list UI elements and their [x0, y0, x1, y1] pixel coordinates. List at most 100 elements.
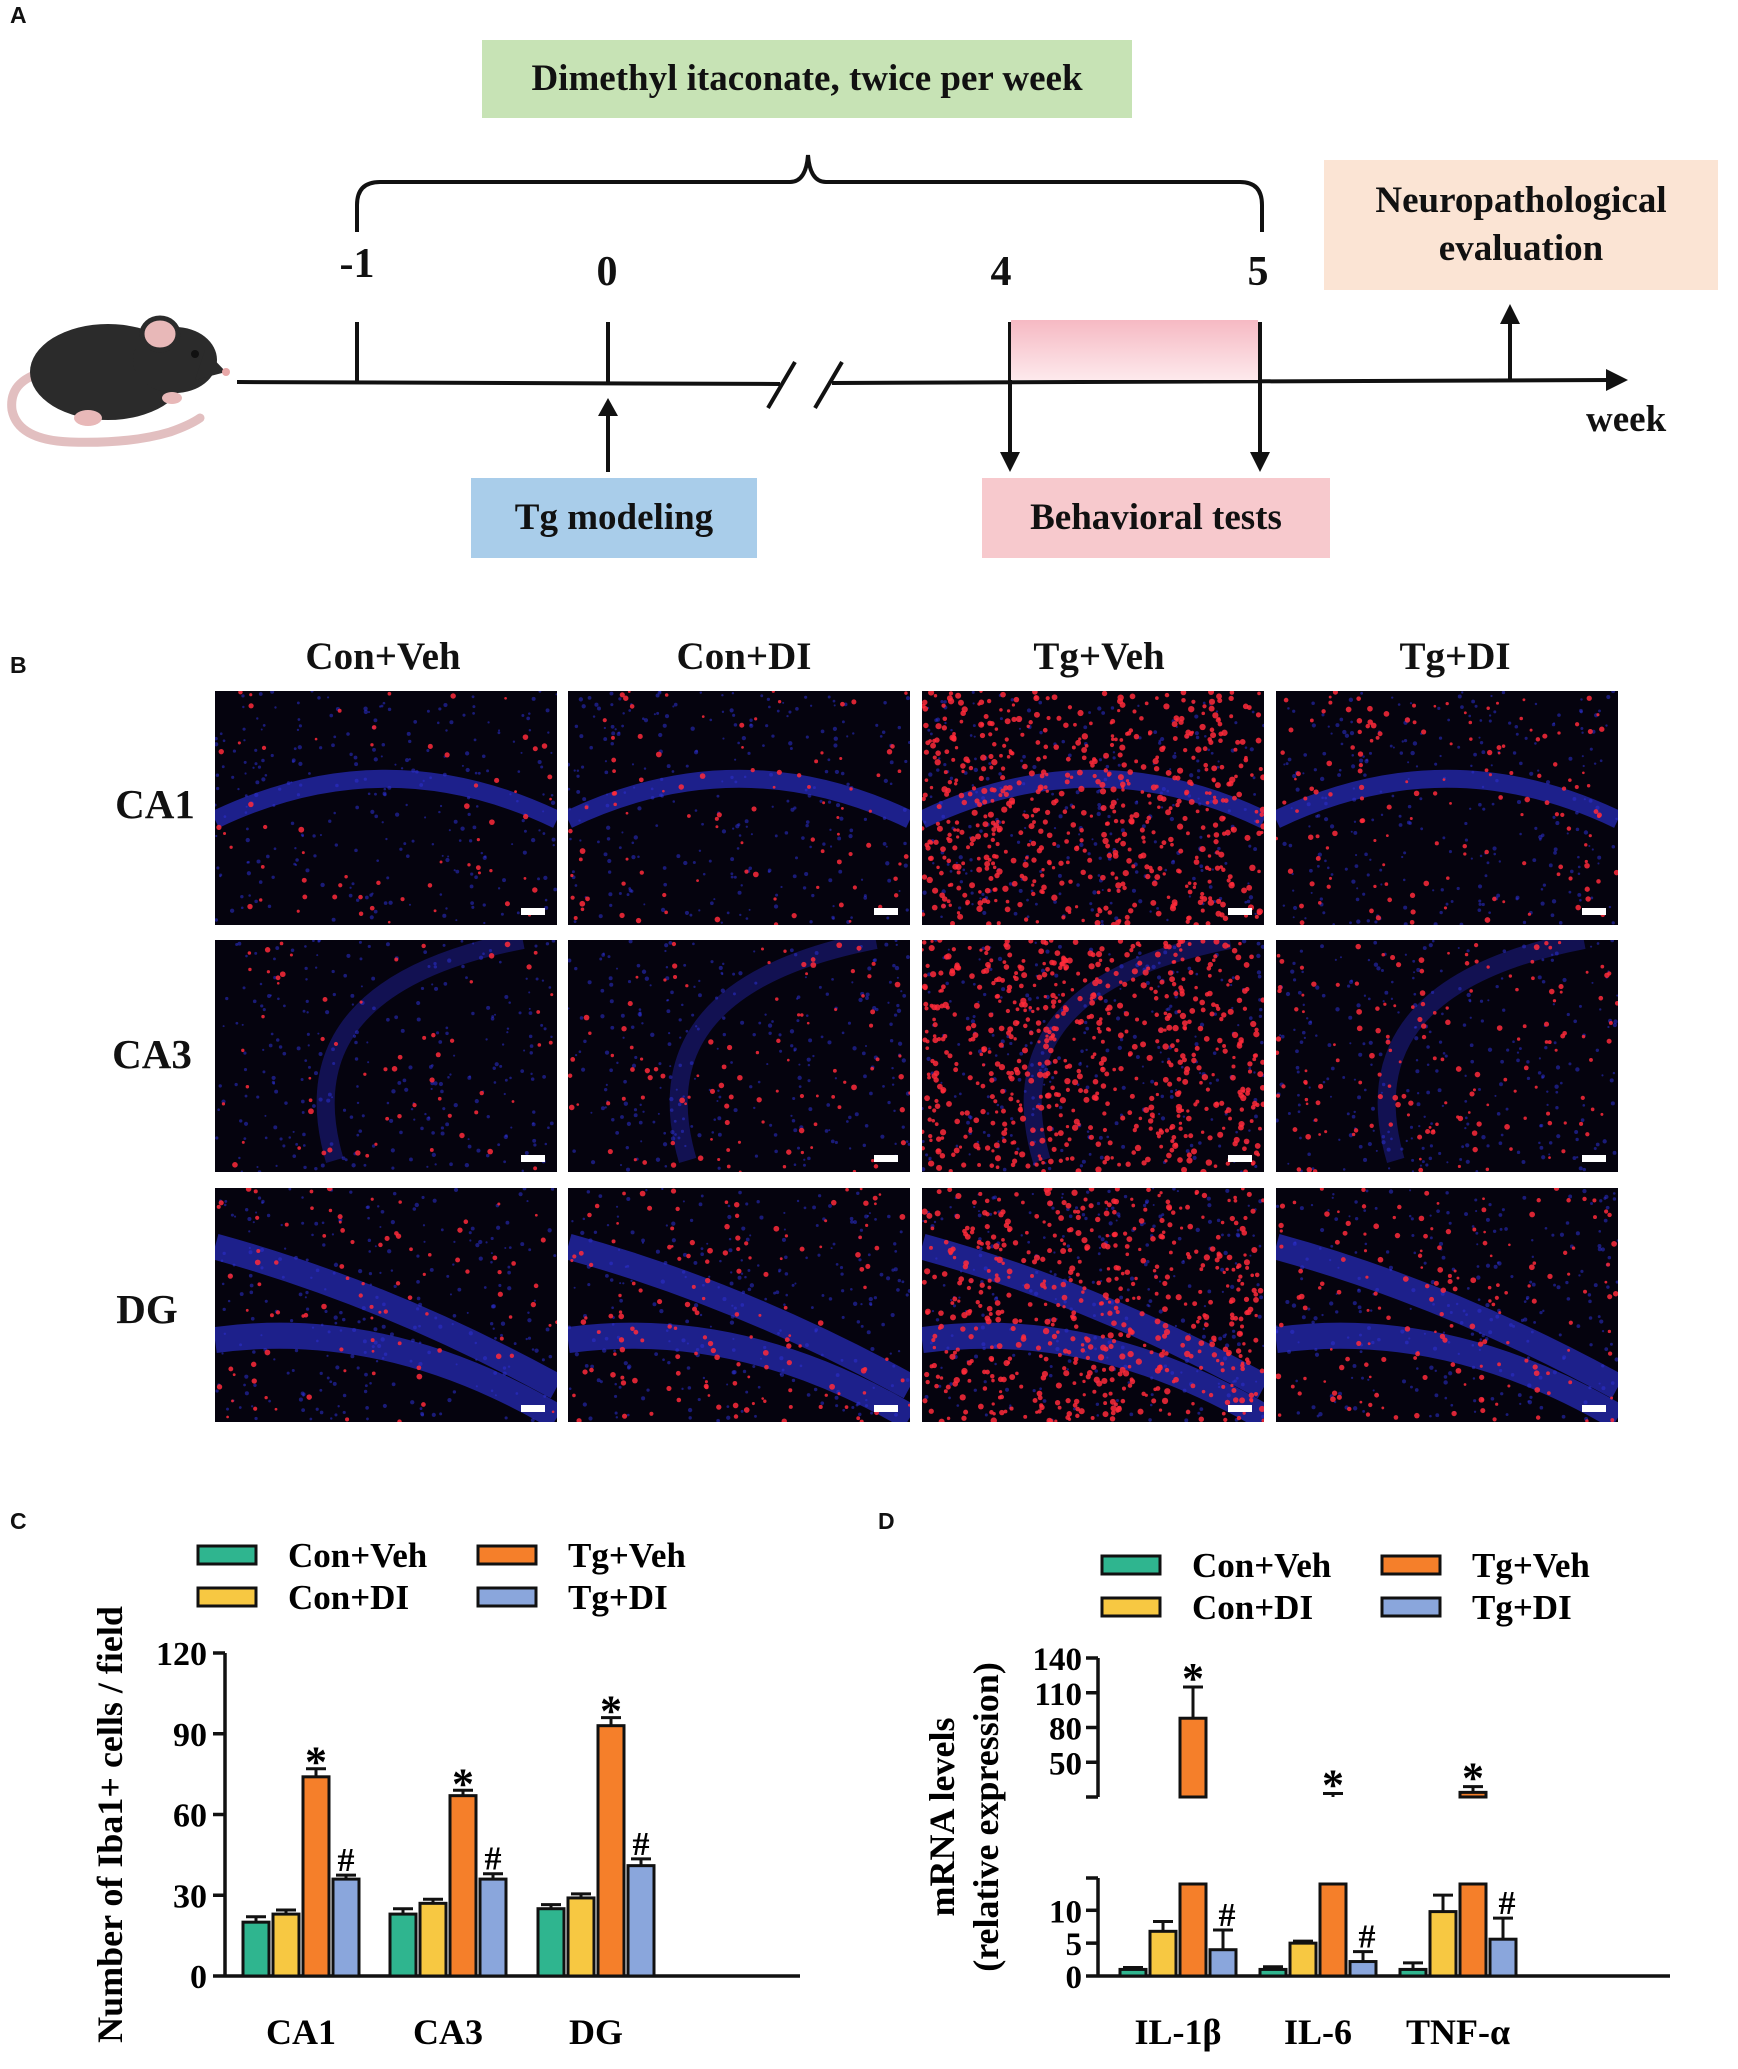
scale-bar — [874, 1155, 898, 1162]
x-tick-label-DG: DG — [569, 2012, 623, 2052]
bar-Con+DI-IL-6 — [1288, 1941, 1318, 1978]
y-tick-label: 0 — [1066, 1960, 1083, 1996]
significance-mark: # — [1359, 1919, 1376, 1956]
scale-bar — [874, 908, 898, 915]
bar-upper-Tg+Veh-IL-1β — [1178, 1716, 1208, 1799]
micrograph-dg-tg-di — [1276, 1188, 1618, 1422]
treatment-brace — [355, 154, 1264, 232]
legend-label-Tg+Veh: Tg+Veh — [1472, 1546, 1590, 1585]
micrograph-dg-con-di — [568, 1188, 910, 1422]
legend-swatch-Con+Veh — [196, 1544, 258, 1566]
micrograph-ca1-tg-di — [1276, 691, 1618, 925]
bar-Con+DI-CA1 — [271, 1912, 301, 1978]
treatment-box: Dimethyl itaconate, twice per week — [482, 40, 1132, 118]
week-label-4: 4 — [990, 249, 1012, 295]
x-tick-label-TNF-α: TNF-α — [1406, 2012, 1510, 2052]
scale-bar — [874, 1405, 898, 1412]
bar-lower-Tg+Veh-IL-1β — [1178, 1882, 1208, 1978]
significance-mark: * — [452, 1759, 474, 1808]
micrograph-ca3-con-di — [568, 940, 910, 1172]
bar-Tg+DI-CA3 — [478, 1877, 508, 1978]
significance-mark: # — [633, 1826, 650, 1863]
neuropathological-evaluation-box: Neuropathological evaluation — [1324, 160, 1718, 290]
micrograph-ca1-con-di — [568, 691, 910, 925]
y-tick-label: 140 — [1033, 1642, 1083, 1678]
bar-Con+Veh-IL-6 — [1258, 1967, 1288, 1978]
bar-Con+Veh-CA3 — [388, 1912, 418, 1978]
bar-lower-Tg+Veh-TNF-α — [1458, 1882, 1488, 1978]
evaluation-line-2: evaluation — [1438, 228, 1604, 269]
panel-label-c: C — [10, 1508, 27, 1534]
y-tick-label: 30 — [173, 1878, 207, 1915]
group-header-con-veh: Con+Veh — [305, 635, 461, 678]
bar-Tg+Veh-DG — [596, 1724, 626, 1978]
bar-Tg+DI-DG — [626, 1864, 656, 1978]
legend-swatch-Tg+DI — [476, 1586, 538, 1608]
legend-label-Con+Veh: Con+Veh — [1192, 1546, 1331, 1585]
bar-Con+DI-IL-1β — [1148, 1929, 1178, 1978]
bar-Con+DI-CA3 — [418, 1901, 448, 1978]
panel-label-d: D — [878, 1508, 895, 1534]
axis-break-2 — [813, 360, 844, 410]
legend-swatch-Tg+DI — [1380, 1596, 1442, 1618]
legend-swatch-Con+DI — [196, 1586, 258, 1608]
y-axis-label-line-1: mRNA levels — [922, 1718, 962, 1917]
x-tick-label-IL-6: IL-6 — [1284, 2012, 1352, 2052]
evaluation-arrow-icon — [1500, 304, 1520, 324]
bar-Con+Veh-CA1 — [241, 1920, 271, 1978]
week-label-5: 5 — [1247, 249, 1269, 295]
timeline-arrowhead — [1606, 369, 1628, 391]
legend-label-Con+DI: Con+DI — [288, 1578, 409, 1617]
group-header-con-di: Con+DI — [676, 635, 812, 678]
group-header-tg-veh: Tg+Veh — [1033, 635, 1165, 678]
significance-mark: * — [305, 1738, 327, 1787]
y-tick-label: 60 — [173, 1798, 207, 1835]
significance-mark: * — [1322, 1761, 1344, 1810]
legend-label-Con+DI: Con+DI — [1192, 1588, 1313, 1627]
significance-mark: * — [1462, 1754, 1484, 1803]
axis-break-1 — [766, 360, 797, 410]
legend-label-Tg+Veh: Tg+Veh — [568, 1536, 686, 1575]
micrograph-dg-con-veh — [215, 1188, 557, 1422]
y-tick-label: 120 — [156, 1636, 207, 1673]
behavior-window-band — [1011, 320, 1258, 380]
micrograph-ca1-tg-veh — [922, 691, 1264, 925]
micrograph-ca3-tg-veh — [922, 940, 1264, 1172]
x-tick-label-CA1: CA1 — [266, 2012, 336, 2052]
scale-bar — [1228, 908, 1252, 915]
scale-bar — [521, 1155, 545, 1162]
row-header-dg: DG — [116, 1286, 178, 1332]
y-tick-label: 110 — [1034, 1677, 1082, 1713]
scale-bar — [521, 908, 545, 915]
bar-upper-Tg+Veh-TNF-α — [1458, 1790, 1488, 1799]
bar-Tg+DI-TNF-α — [1488, 1937, 1518, 1978]
y-axis-label: Number of Iba1+ cells / field — [90, 1606, 130, 2043]
row-header-ca1: CA1 — [115, 781, 195, 827]
evaluation-line-1: Neuropathological — [1375, 179, 1667, 221]
bar-Con+Veh-TNF-α — [1398, 1967, 1428, 1978]
y-tick-label: 80 — [1049, 1712, 1082, 1748]
bar-lower-Tg+Veh-IL-6 — [1318, 1882, 1348, 1978]
legend-swatch-Tg+Veh — [1380, 1554, 1442, 1576]
micrograph-ca3-con-veh — [215, 940, 557, 1172]
behavior-end-arrow-icon — [1250, 452, 1270, 472]
y-axis-label-line-2: (relative expression) — [966, 1662, 1006, 1972]
bar-Tg+DI-IL-1β — [1208, 1948, 1238, 1978]
week-label-minus1: -1 — [339, 241, 375, 287]
bar-Con+DI-DG — [566, 1896, 596, 1978]
week-label-0: 0 — [596, 249, 618, 295]
bar-Tg+Veh-CA3 — [448, 1794, 478, 1978]
bar-Con+DI-TNF-α — [1428, 1910, 1458, 1978]
legend-swatch-Tg+Veh — [476, 1544, 538, 1566]
timeline-axis-right — [831, 378, 1613, 385]
x-tick-label-CA3: CA3 — [413, 2012, 483, 2052]
significance-mark: # — [338, 1842, 355, 1879]
scale-bar — [1582, 1405, 1606, 1412]
scale-bar — [1228, 1155, 1252, 1162]
y-tick-label: 90 — [173, 1717, 207, 1754]
y-tick-label: 10 — [1049, 1894, 1082, 1930]
y-tick-label: 5 — [1066, 1927, 1083, 1963]
x-tick-label-IL-1β: IL-1β — [1135, 2012, 1222, 2052]
